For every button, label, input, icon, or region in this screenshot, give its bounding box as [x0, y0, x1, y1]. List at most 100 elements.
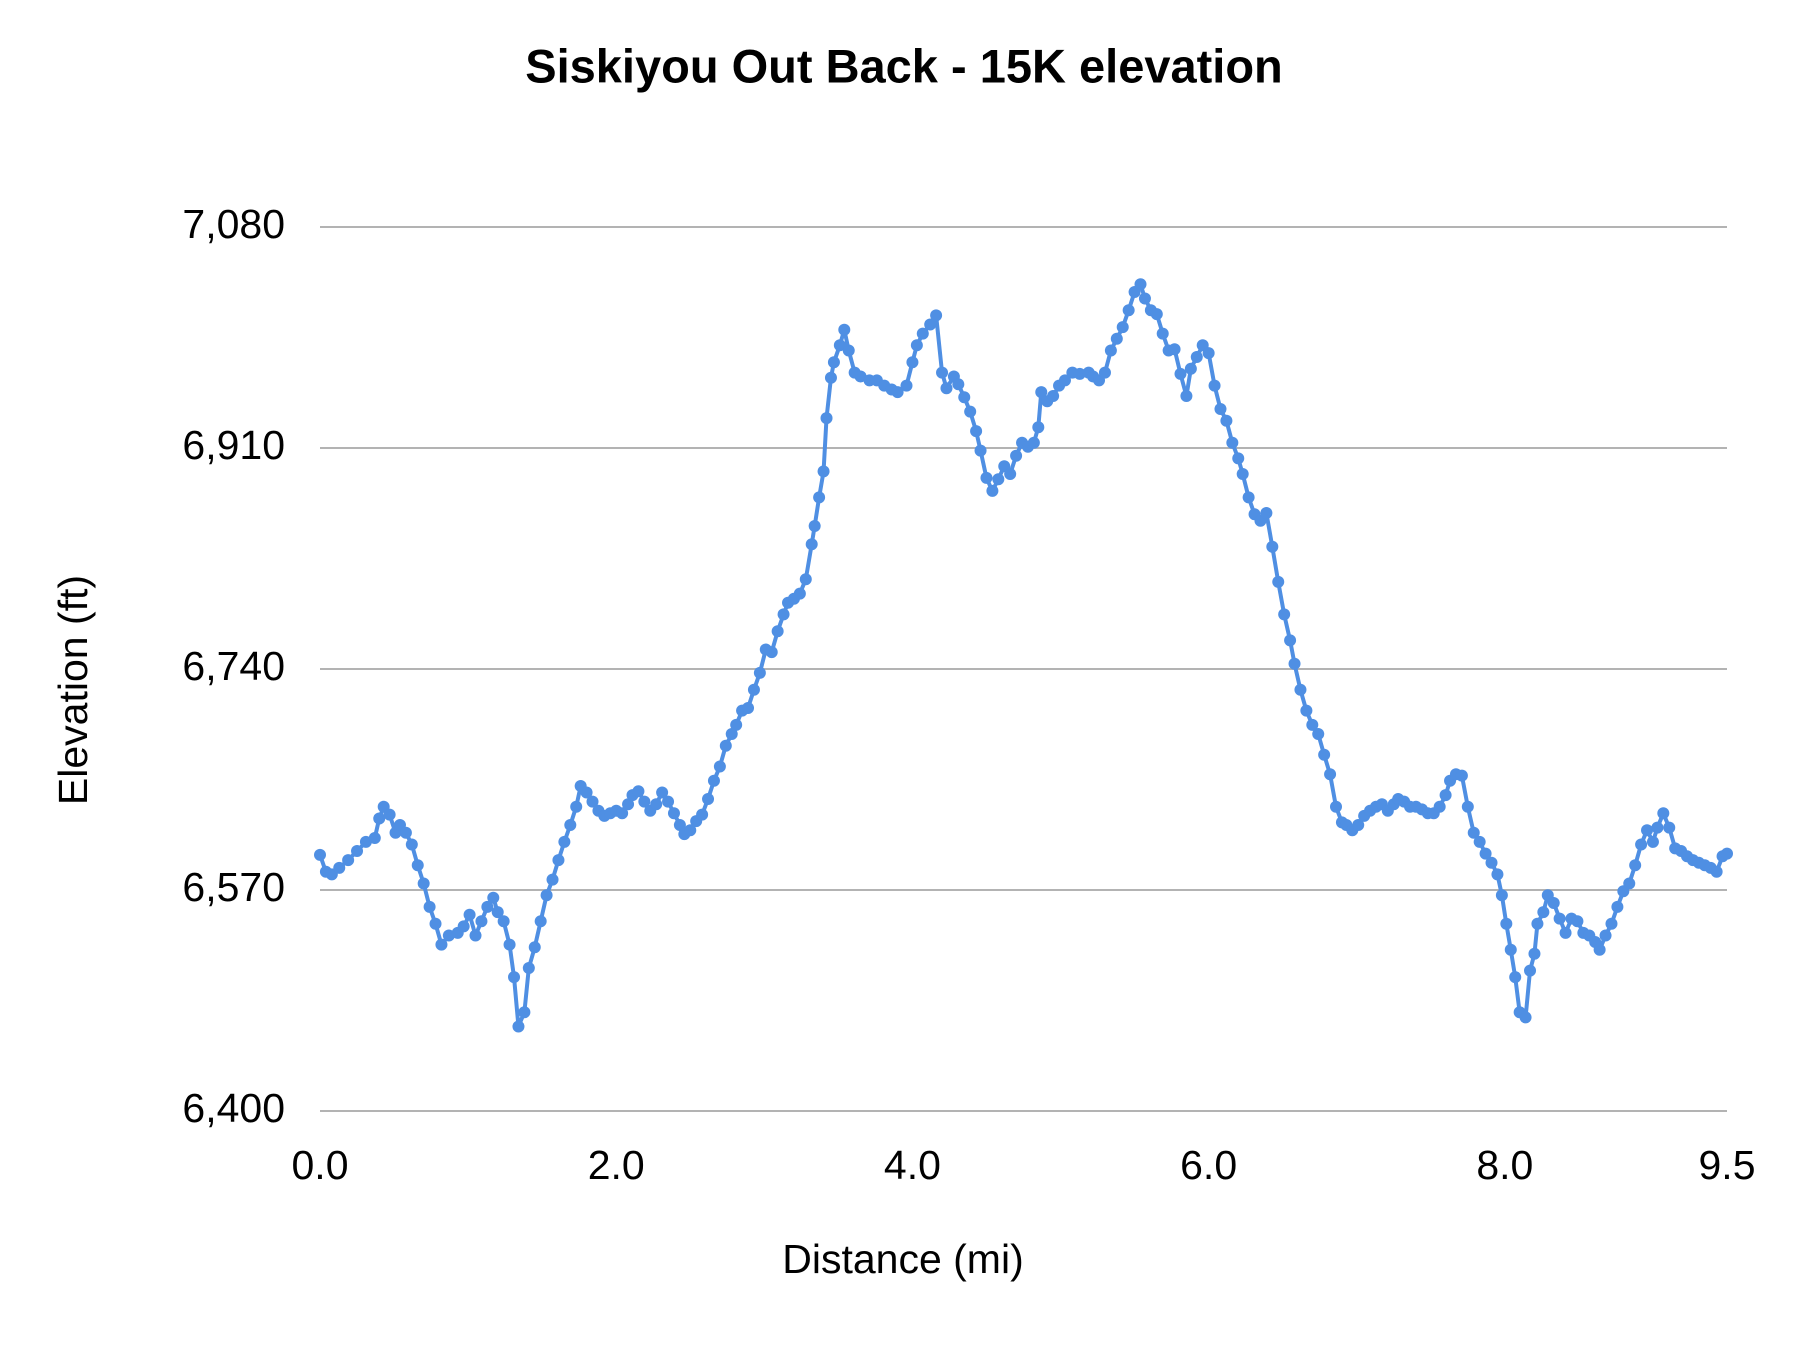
data-point — [936, 366, 949, 379]
data-point — [1104, 344, 1117, 357]
data-point — [1641, 824, 1654, 837]
y-tick-label: 6,400 — [182, 1085, 285, 1131]
data-point — [1461, 800, 1474, 813]
data-point — [662, 795, 675, 808]
data-point — [540, 889, 553, 902]
data-point — [1278, 608, 1291, 621]
x-tick-label: 4.0 — [884, 1142, 941, 1188]
data-point — [1010, 449, 1023, 462]
data-point — [469, 929, 482, 942]
data-point — [1611, 900, 1624, 913]
x-tick-label: 9.5 — [1699, 1142, 1756, 1188]
data-point — [411, 859, 424, 872]
data-point — [827, 356, 840, 369]
data-point — [916, 327, 929, 340]
data-point — [1479, 847, 1492, 860]
data-point — [1214, 403, 1227, 415]
data-point — [808, 520, 821, 532]
data-point — [1306, 718, 1319, 731]
data-point — [1559, 926, 1572, 939]
data-point — [1202, 347, 1215, 360]
data-point — [1027, 436, 1040, 449]
data-point — [1134, 278, 1147, 291]
data-point — [1180, 390, 1193, 402]
data-point — [667, 807, 680, 820]
data-point — [1156, 327, 1169, 340]
data-point — [1266, 540, 1279, 553]
x-tick-label: 6.0 — [1180, 1142, 1237, 1188]
data-point — [1232, 452, 1245, 465]
data-point — [838, 323, 851, 336]
data-point — [373, 812, 386, 825]
data-point — [1174, 367, 1187, 380]
data-point — [1242, 491, 1255, 504]
data-point — [558, 835, 571, 848]
data-point — [753, 666, 766, 679]
data-point — [970, 425, 983, 438]
data-point — [992, 473, 1005, 486]
data-point — [1473, 835, 1486, 848]
x-tick-label: 0.0 — [292, 1142, 349, 1188]
data-point — [491, 906, 504, 919]
data-point — [1312, 728, 1325, 740]
data-point — [1663, 821, 1676, 834]
data-point — [616, 807, 629, 820]
data-point — [1110, 332, 1123, 345]
data-point — [930, 309, 943, 322]
data-point — [638, 795, 651, 808]
data-point — [1208, 379, 1221, 392]
data-point — [1300, 704, 1313, 717]
data-point — [940, 382, 953, 395]
data-point — [475, 915, 488, 928]
data-point — [1500, 917, 1513, 930]
data-point — [842, 344, 855, 357]
data-point — [777, 608, 790, 621]
data-point — [1260, 507, 1273, 519]
x-tick-label: 2.0 — [588, 1142, 645, 1188]
data-point — [696, 808, 709, 821]
data-point — [342, 854, 355, 867]
data-point — [1629, 859, 1642, 872]
data-point — [924, 318, 937, 331]
data-point — [368, 832, 381, 844]
data-point — [1330, 800, 1343, 813]
data-point — [1531, 917, 1544, 930]
y-tick-label: 7,080 — [182, 201, 285, 247]
data-point — [817, 465, 830, 478]
data-point — [1657, 807, 1670, 820]
data-point — [463, 908, 476, 921]
data-point — [1651, 821, 1664, 834]
x-axis-title: Distance (mi) — [782, 1236, 1023, 1282]
data-point — [1138, 292, 1151, 305]
data-point — [974, 444, 987, 457]
data-point — [730, 718, 743, 731]
data-point — [518, 1006, 531, 1019]
data-point — [986, 484, 999, 497]
data-point — [719, 739, 732, 752]
data-point — [333, 861, 346, 874]
data-point — [481, 900, 494, 913]
data-point — [487, 891, 500, 904]
data-point — [1035, 386, 1048, 399]
data-point — [1635, 838, 1648, 851]
data-point — [765, 646, 778, 659]
data-point — [1294, 683, 1307, 696]
data-point — [1710, 865, 1723, 878]
data-point — [1495, 889, 1508, 902]
data-point — [1599, 929, 1612, 942]
data-point — [503, 938, 516, 951]
data-point — [632, 785, 645, 798]
data-point — [399, 826, 412, 839]
data-point — [1721, 847, 1733, 860]
data-point — [552, 854, 565, 867]
y-axis-title: Elevation (ft) — [50, 575, 96, 805]
data-point — [1605, 917, 1618, 930]
data-point — [564, 819, 577, 831]
data-point — [423, 900, 436, 913]
data-point — [958, 391, 971, 404]
data-point — [1524, 964, 1537, 977]
data-point — [1098, 366, 1111, 379]
data-point — [910, 339, 923, 352]
